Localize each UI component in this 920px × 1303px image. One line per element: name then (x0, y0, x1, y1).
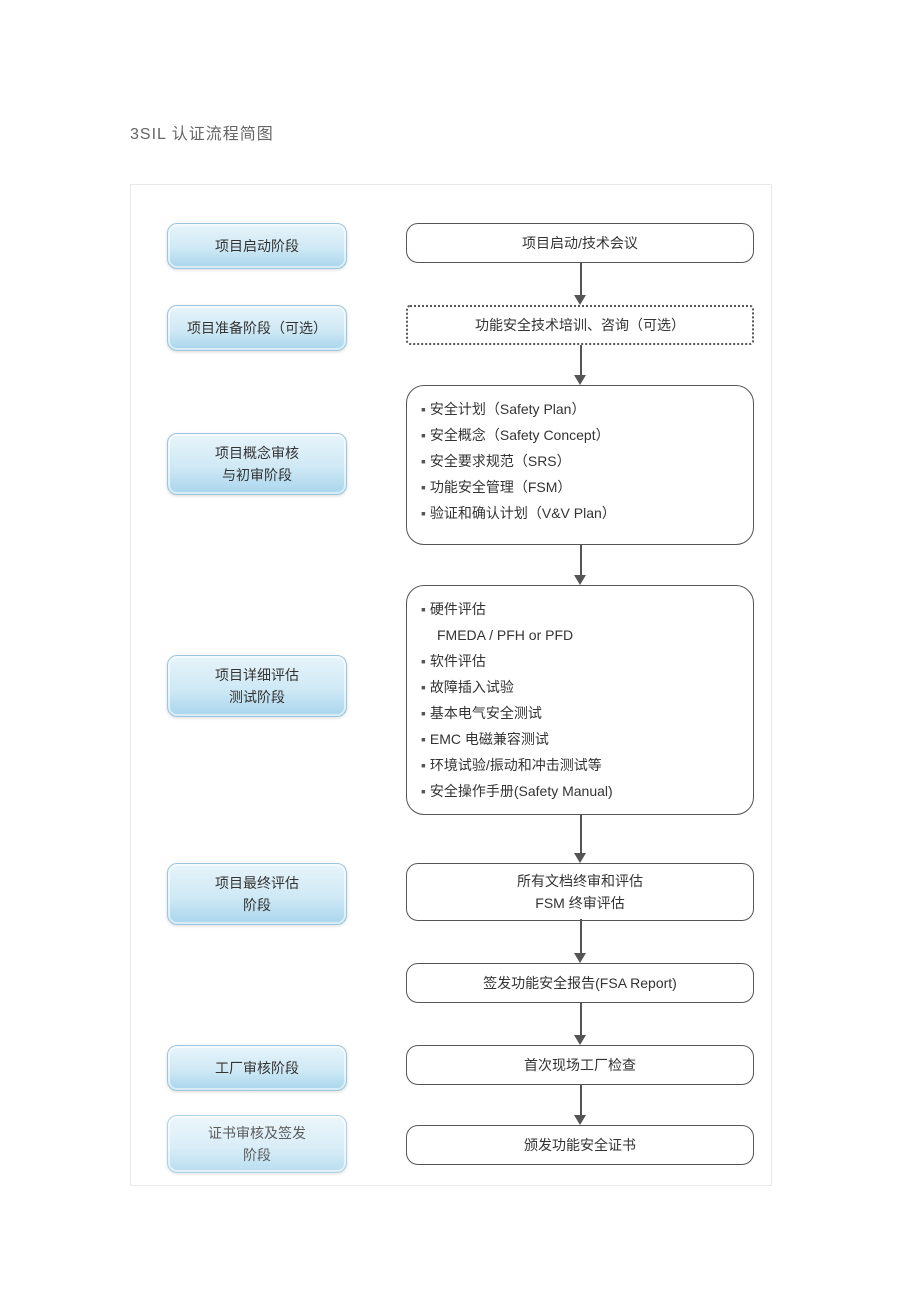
phase-phase-6: 工厂审核阶段 (167, 1045, 347, 1091)
connector-line (580, 815, 582, 853)
arrowhead-icon (574, 295, 586, 305)
list-item: 验证和确认计划（V&V Plan） (421, 500, 739, 526)
connector-line (580, 545, 582, 575)
list-item: 安全计划（Safety Plan） (421, 396, 739, 422)
arrowhead-icon (574, 1115, 586, 1125)
phase-phase-5: 项目最终评估阶段 (167, 863, 347, 925)
list-item: 故障插入试验 (421, 674, 739, 700)
list-item: EMC 电磁兼容测试 (421, 726, 739, 752)
connector-line (580, 345, 582, 375)
phase-phase-7: 证书审核及签发阶段 (167, 1115, 347, 1173)
list-item: 环境试验/振动和冲击测试等 (421, 752, 739, 778)
list-item: 安全概念（Safety Concept） (421, 422, 739, 448)
page-title: 3SIL 认证流程简图 (130, 120, 790, 144)
phase-phase-4: 项目详细评估测试阶段 (167, 655, 347, 717)
arrowhead-icon (574, 853, 586, 863)
list-item: 安全要求规范（SRS） (421, 448, 739, 474)
connector-line (580, 1085, 582, 1115)
step-r1: 项目启动/技术会议 (406, 223, 754, 263)
step-r3: 安全计划（Safety Plan）安全概念（Safety Concept）安全要… (406, 385, 754, 545)
step-r4: 硬件评估FMEDA / PFH or PFD软件评估故障插入试验基本电气安全测试… (406, 585, 754, 815)
arrowhead-icon (574, 575, 586, 585)
connector-line (580, 263, 582, 295)
connector-line (580, 1003, 582, 1035)
list-item: FMEDA / PFH or PFD (421, 622, 739, 648)
step-r6: 签发功能安全报告(FSA Report) (406, 963, 754, 1003)
arrowhead-icon (574, 1035, 586, 1045)
flowchart-frame: 项目启动阶段项目准备阶段（可选） 项目概念审核与初审阶段项目详细评估测试阶段项目最… (130, 184, 772, 1186)
phase-phase-3: 项目概念审核与初审阶段 (167, 433, 347, 495)
arrowhead-icon (574, 375, 586, 385)
arrowhead-icon (574, 953, 586, 963)
phase-phase-1: 项目启动阶段 (167, 223, 347, 269)
list-item: 基本电气安全测试 (421, 700, 739, 726)
step-r5: 所有文档终审和评估FSM 终审评估 (406, 863, 754, 921)
list-item: 硬件评估 (421, 596, 739, 622)
step-r8: 颁发功能安全证书 (406, 1125, 754, 1165)
connector-line (580, 919, 582, 953)
list-item: 功能安全管理（FSM） (421, 474, 739, 500)
list-item: 软件评估 (421, 648, 739, 674)
phase-phase-2: 项目准备阶段（可选） (167, 305, 347, 351)
list-item: 安全操作手册(Safety Manual) (421, 778, 739, 804)
step-r7: 首次现场工厂检查 (406, 1045, 754, 1085)
step-r2: 功能安全技术培训、咨询（可选） (406, 305, 754, 345)
